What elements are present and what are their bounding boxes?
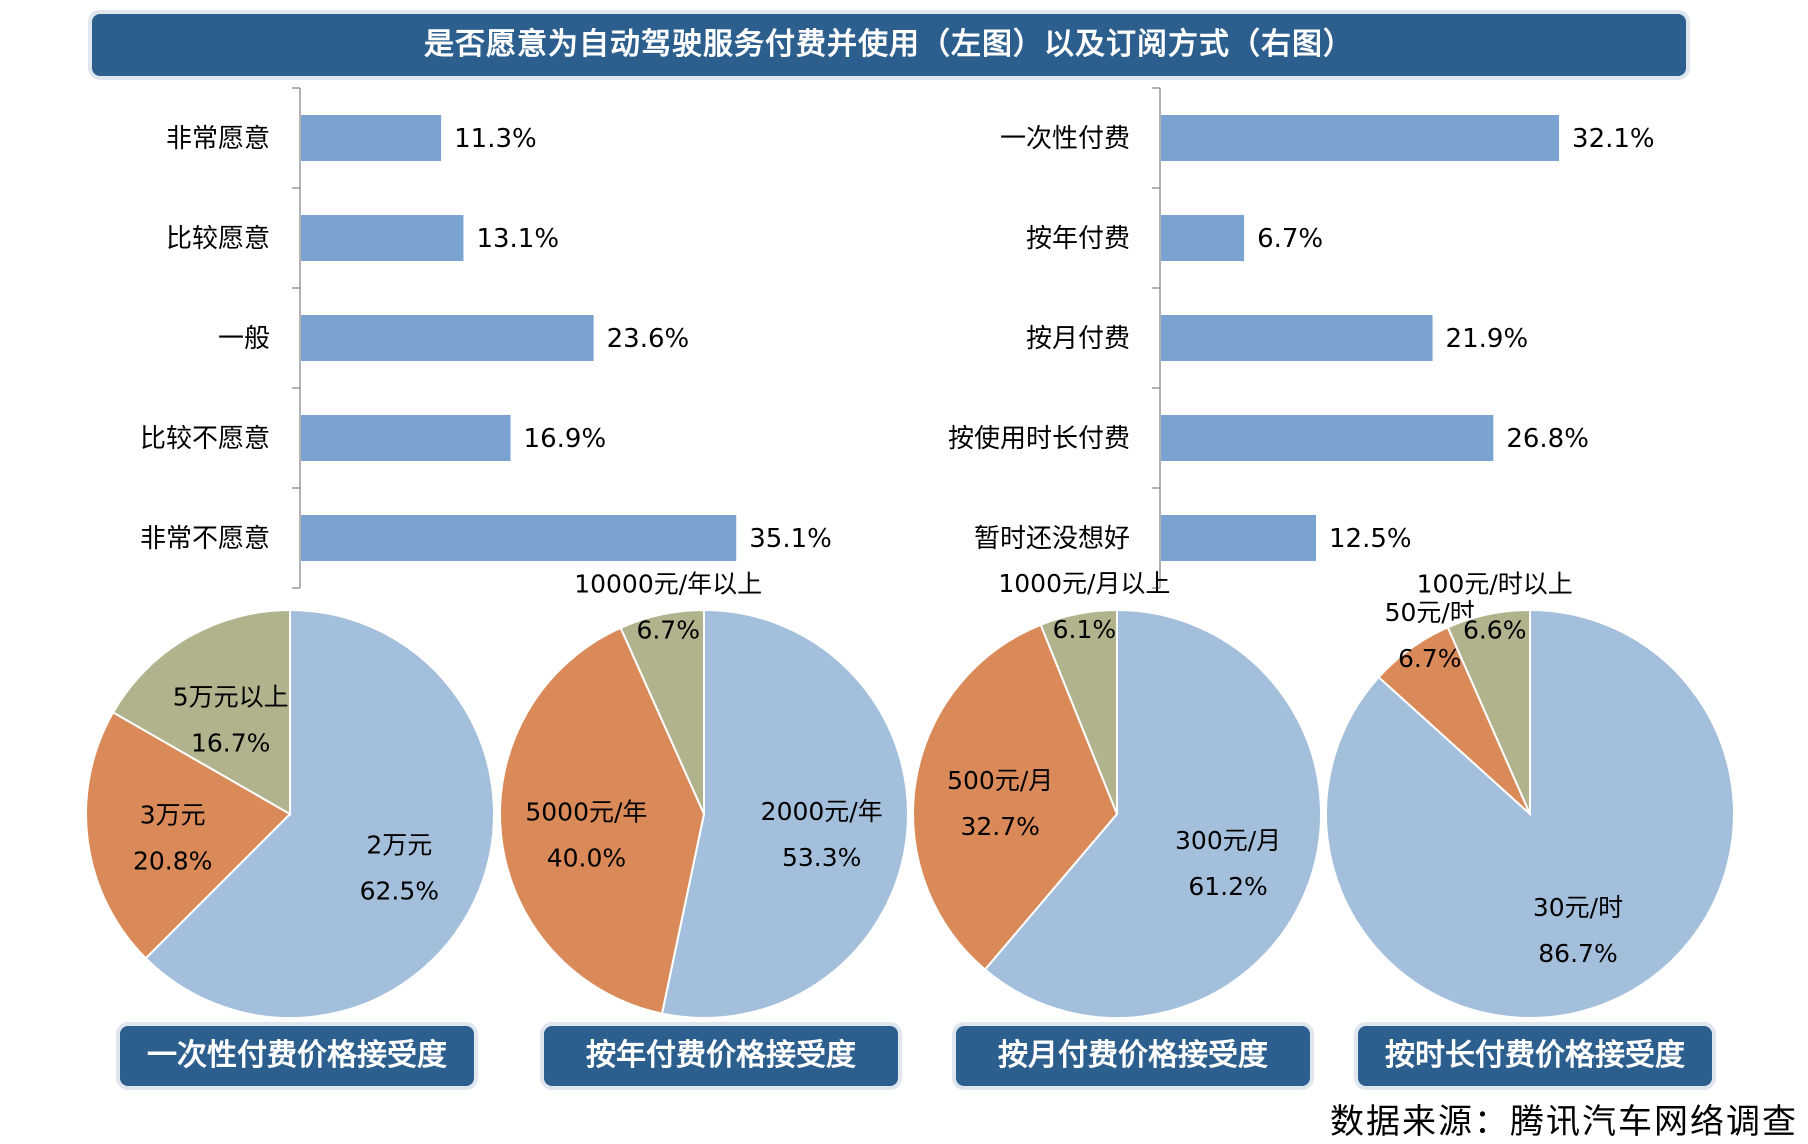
bar-0-4 xyxy=(301,515,737,561)
pie-label-1-0: 2000元/年 xyxy=(761,797,883,826)
pie-value-2-2: 6.1% xyxy=(1053,615,1117,644)
pie-title-1: 按年付费价格接受度 xyxy=(544,1026,898,1086)
pie-slice-1-1 xyxy=(499,626,706,1015)
bar-category-0-1: 比较愿意 xyxy=(166,224,270,254)
bar-category-1-2: 按月付费 xyxy=(1026,324,1130,354)
bar-value-label-0-2: 23.6% xyxy=(607,324,690,354)
bar-category-1-4: 暂时还没想好 xyxy=(974,524,1130,554)
pie-label-0-2: 5万元以上 xyxy=(173,683,289,712)
bar-category-0-4: 非常不愿意 xyxy=(140,524,270,554)
bar-1-3 xyxy=(1161,415,1494,461)
pie-value-3-1: 6.7% xyxy=(1398,644,1462,673)
pie-title-2: 按月付费价格接受度 xyxy=(956,1026,1310,1086)
pie-label-1-2: 10000元/年以上 xyxy=(574,569,762,598)
bar-0-2 xyxy=(301,315,594,361)
bar-1-1 xyxy=(1161,215,1245,261)
pie-slice-3-2 xyxy=(1446,608,1531,815)
bar-value-label-0-1: 13.1% xyxy=(476,224,559,254)
pie-value-3-0: 86.7% xyxy=(1538,939,1617,968)
pie-label-3-2: 100元/时以上 xyxy=(1417,569,1573,598)
bar-value-label-1-4: 12.5% xyxy=(1329,524,1412,554)
bar-category-1-1: 按年付费 xyxy=(1026,224,1130,254)
pie-label-2-2: 1000元/月以上 xyxy=(998,569,1170,598)
pie-slice-0-1 xyxy=(85,711,292,960)
bar-1-4 xyxy=(1161,515,1316,561)
bar-value-label-0-3: 16.9% xyxy=(524,424,607,454)
pie-title-3: 按时长付费价格接受度 xyxy=(1358,1026,1712,1086)
pie-label-1-1: 5000元/年 xyxy=(525,798,647,827)
bar-value-label-1-0: 32.1% xyxy=(1572,124,1655,154)
bar-value-label-1-3: 26.8% xyxy=(1506,424,1589,454)
pie-title-0: 一次性付费价格接受度 xyxy=(120,1026,474,1086)
pie-slice-2-1 xyxy=(912,623,1119,971)
pie-value-1-2: 6.7% xyxy=(636,615,700,644)
pie-value-0-1: 20.8% xyxy=(133,847,212,876)
bar-1-2 xyxy=(1161,315,1433,361)
bar-value-label-0-0: 11.3% xyxy=(454,124,537,154)
pie-label-3-0: 30元/时 xyxy=(1533,893,1623,922)
source-note: 数据来源：腾讯汽车网络调查 xyxy=(1330,1102,1798,1142)
pie-value-1-1: 40.0% xyxy=(547,844,626,873)
pie-value-1-0: 53.3% xyxy=(782,843,861,872)
pie-label-0-1: 3万元 xyxy=(140,801,206,830)
pie-value-0-0: 62.5% xyxy=(360,876,439,905)
bar-category-1-3: 按使用时长付费 xyxy=(948,424,1130,454)
pie-slice-1-2 xyxy=(619,608,705,815)
pie-label-2-0: 300元/月 xyxy=(1175,826,1281,855)
bar-value-label-1-1: 6.7% xyxy=(1257,224,1323,254)
bar-category-1-0: 一次性付费 xyxy=(1000,124,1130,154)
pie-slice-0-2 xyxy=(111,608,291,816)
bar-category-0-0: 非常愿意 xyxy=(166,124,270,154)
bar-0-1 xyxy=(301,215,464,261)
pie-label-0-0: 2万元 xyxy=(366,830,432,859)
pie-slice-0-0 xyxy=(144,608,495,1019)
main-title: 是否愿意为自动驾驶服务付费并使用（左图）以及订阅方式（右图） xyxy=(92,14,1686,76)
pie-value-3-2: 6.6% xyxy=(1463,615,1527,644)
bar-1-0 xyxy=(1161,115,1560,161)
bar-category-0-3: 比较不愿意 xyxy=(140,424,270,454)
pie-value-2-1: 32.7% xyxy=(960,812,1039,841)
bar-value-label-1-2: 21.9% xyxy=(1446,324,1529,354)
pie-slice-2-0 xyxy=(983,608,1322,1019)
bar-category-0-2: 一般 xyxy=(218,324,270,354)
pie-slice-2-2 xyxy=(1039,608,1118,815)
pie-value-0-2: 16.7% xyxy=(191,729,270,758)
pie-value-2-0: 61.2% xyxy=(1188,872,1267,901)
bar-value-label-0-4: 35.1% xyxy=(749,524,832,554)
bar-0-0 xyxy=(301,115,442,161)
pie-label-2-1: 500元/月 xyxy=(947,766,1053,795)
bar-0-3 xyxy=(301,415,511,461)
pie-slice-1-0 xyxy=(660,608,909,1019)
